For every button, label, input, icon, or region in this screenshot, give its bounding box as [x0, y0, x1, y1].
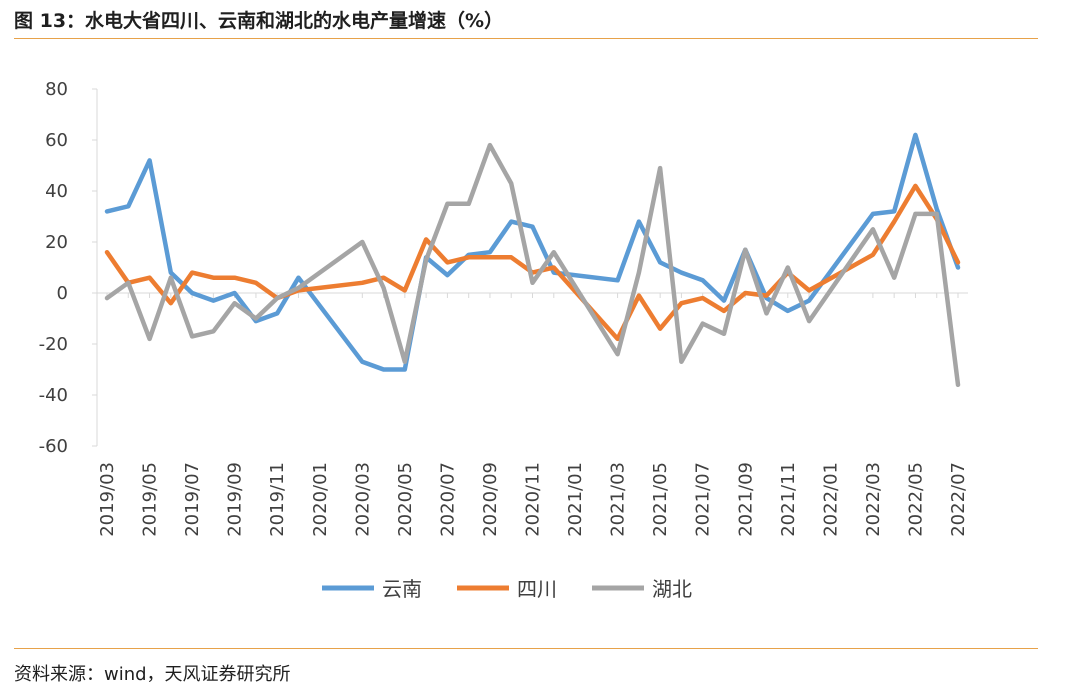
y-tick-label: 0 — [57, 283, 68, 304]
y-tick-label: 80 — [45, 79, 68, 100]
x-tick-label: 2020/09 — [480, 462, 501, 537]
series-lines — [104, 132, 961, 388]
y-tick-label: -40 — [39, 385, 68, 406]
legend-label: 云南 — [382, 577, 422, 601]
x-tick-label: 2019/03 — [97, 462, 118, 537]
x-tick-label: 2021/09 — [735, 462, 756, 537]
x-tick-label: 2022/03 — [863, 462, 884, 537]
x-tick-label: 2019/11 — [267, 462, 288, 537]
x-tick-label: 2021/01 — [565, 462, 586, 537]
x-tick-label: 2020/05 — [395, 462, 416, 537]
y-tick-label: 40 — [45, 181, 68, 202]
x-tick-label: 2022/07 — [948, 462, 969, 537]
source-note: 资料来源：wind，天风证券研究所 — [14, 664, 291, 685]
footer-divider — [14, 648, 1038, 649]
x-tick-label: 2021/07 — [693, 462, 714, 537]
x-tick-label: 2021/03 — [608, 462, 629, 537]
x-tick-label: 2020/07 — [437, 462, 458, 537]
series-line-四川 — [104, 183, 961, 342]
title-divider — [14, 38, 1038, 39]
x-tick-label: 2019/07 — [182, 462, 203, 537]
x-tick-label: 2022/01 — [820, 462, 841, 537]
y-tick-label: 60 — [45, 130, 68, 151]
x-tick-label: 2019/09 — [225, 462, 246, 537]
legend: 云南 四川 湖北 — [322, 577, 692, 601]
y-axis: -60 -40 -20 0 20 40 60 80 — [39, 79, 98, 457]
x-tick-label: 2022/05 — [905, 462, 926, 537]
y-tick-label: -20 — [39, 334, 68, 355]
x-tick-label: 2019/05 — [140, 462, 161, 537]
series-line-湖北 — [104, 142, 961, 388]
line-chart: -60 -40 -20 0 20 40 60 80 2019/03 2019/05 2019/07… — [39, 79, 969, 601]
x-tick-label: 2021/05 — [650, 462, 671, 537]
chart-title: 图 13：水电大省四川、云南和湖北的水电产量增速（%） — [14, 10, 504, 32]
x-tick-label: 2020/01 — [310, 462, 331, 537]
series-line-云南 — [104, 132, 961, 372]
y-tick-label: -60 — [39, 436, 68, 457]
legend-label: 湖北 — [652, 577, 692, 601]
legend-label: 四川 — [517, 577, 557, 601]
x-axis: 2019/03 2019/05 2019/07 2019/09 2019/11 2020/… — [97, 292, 969, 537]
y-tick-label: 20 — [45, 232, 68, 253]
x-tick-label: 2021/11 — [778, 462, 799, 537]
x-tick-label: 2020/03 — [352, 462, 373, 537]
x-tick-label: 2020/11 — [523, 462, 544, 537]
